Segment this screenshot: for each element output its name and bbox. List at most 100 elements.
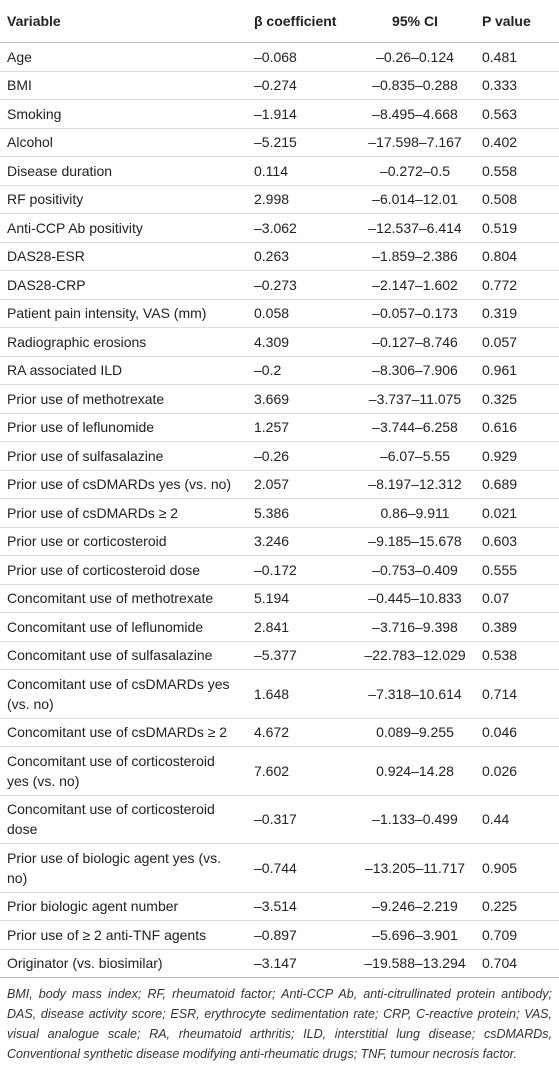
table-cell: 0.563 [476, 99, 559, 129]
table-cell: 0.804 [476, 242, 559, 271]
table-cell: Prior use or corticosteroid [0, 527, 244, 556]
table-cell: –0.317 [244, 795, 354, 844]
table-row: Concomitant use of corticosteroid dose –0… [0, 795, 559, 844]
table-cell: 0.402 [476, 128, 559, 157]
table-cell: Prior biologic agent number [0, 892, 244, 921]
table-cell: Concomitant use of sulfasalazine [0, 641, 244, 670]
table-body: Age –0.068 –0.26–0.124 0.481 BMI –0.274 –0.835… [0, 42, 559, 978]
table-cell: 7.602 [244, 746, 354, 796]
table-cell: Patient pain intensity, VAS (mm) [0, 299, 244, 328]
table-cell: 3.669 [244, 384, 354, 414]
table-row: Concomitant use of csDMARDs ≥ 2 4.672 0.08… [0, 718, 559, 747]
table-row: Concomitant use of methotrexate 5.194 –0.4… [0, 584, 559, 613]
table-cell: 0.319 [476, 299, 559, 328]
table-row: Prior use of methotrexate 3.669 –3.737–11.… [0, 384, 559, 414]
table-cell: –0.057–0.173 [354, 299, 476, 328]
table-cell: –3.744–6.258 [354, 413, 476, 442]
table-cell: 5.194 [244, 584, 354, 613]
table-cell: DAS28-CRP [0, 270, 244, 300]
table-cell: 0.704 [476, 949, 559, 978]
table-row: Anti-CCP Ab positivity –3.062 –12.537–6.41… [0, 213, 559, 243]
table-cell: 0.86–9.911 [354, 498, 476, 528]
table-cell: Concomitant use of corticosteroid dose [0, 795, 244, 844]
table-cell: Prior use of ≥ 2 anti-TNF agents [0, 920, 244, 950]
header-row: Variable β coefficient 95% CI P value [0, 0, 559, 43]
table-cell: 0.389 [476, 612, 559, 642]
table-cell: –0.744 [244, 843, 354, 893]
table-cell: 3.246 [244, 527, 354, 556]
table-cell: –3.737–11.075 [354, 384, 476, 414]
table-cell: –3.147 [244, 949, 354, 978]
table-cell: Concomitant use of corticosteroid yes (v… [0, 746, 244, 796]
header-cell: β coefficient [244, 0, 354, 43]
table-cell: 0.089–9.255 [354, 718, 476, 747]
table-cell: 0.325 [476, 384, 559, 414]
table-cell: Concomitant use of csDMARDs yes (vs. no) [0, 669, 244, 719]
table-row: Alcohol –5.215 –17.598–7.167 0.402 [0, 128, 559, 157]
table-row: Prior use of biologic agent yes (vs. no)… [0, 843, 559, 893]
header-cell: 95% CI [354, 0, 476, 43]
table-cell: –9.185–15.678 [354, 527, 476, 556]
table-cell: 5.386 [244, 498, 354, 528]
table-cell: –0.272–0.5 [354, 156, 476, 186]
table-cell: Concomitant use of csDMARDs ≥ 2 [0, 718, 244, 747]
table-row: Smoking –1.914 –8.495–4.668 0.563 [0, 99, 559, 129]
table-cell: 0.905 [476, 843, 559, 893]
table-cell: –3.062 [244, 213, 354, 243]
table-row: Concomitant use of corticosteroid yes (v… [0, 746, 559, 796]
table-cell: 0.709 [476, 920, 559, 950]
table-cell: –22.783–12.029 [354, 641, 476, 670]
table-cell: –8.495–4.668 [354, 99, 476, 129]
table-cell: 0.558 [476, 156, 559, 186]
table-cell: 0.538 [476, 641, 559, 670]
table-cell: 0.225 [476, 892, 559, 921]
header-cell: P value [476, 0, 559, 43]
table-cell: 0.026 [476, 746, 559, 796]
table-cell: RF positivity [0, 185, 244, 214]
table-cell: Age [0, 42, 244, 72]
table-cell: DAS28-ESR [0, 242, 244, 271]
table-cell: –0.127–8.746 [354, 327, 476, 357]
table-row: Prior use of leflunomide 1.257 –3.744–6.25… [0, 413, 559, 442]
table-cell: Prior use of corticosteroid dose [0, 555, 244, 585]
table-row: RF positivity 2.998 –6.014–12.01 0.508 [0, 185, 559, 214]
table-row: Prior biologic agent number –3.514 –9.246–… [0, 892, 559, 921]
table-cell: Prior use of sulfasalazine [0, 441, 244, 471]
table-cell: –0.835–0.288 [354, 71, 476, 100]
table-cell: –0.2 [244, 356, 354, 385]
table-cell: –1.133–0.499 [354, 795, 476, 844]
table-cell: 0.689 [476, 470, 559, 499]
table-cell: –0.26–0.124 [354, 42, 476, 72]
table-cell: 2.998 [244, 185, 354, 214]
table-cell: –1.914 [244, 99, 354, 129]
table-row: Prior use of sulfasalazine –0.26 –6.07–5.5… [0, 441, 559, 471]
table-cell: –0.172 [244, 555, 354, 585]
table-cell: 0.555 [476, 555, 559, 585]
table-cell: –3.514 [244, 892, 354, 921]
table-row: Prior use or corticosteroid 3.246 –9.185–1… [0, 527, 559, 556]
table-cell: 0.07 [476, 584, 559, 613]
table-cell: –5.696–3.901 [354, 920, 476, 950]
table-cell: 2.841 [244, 612, 354, 642]
table-cell: 0.714 [476, 669, 559, 719]
table-row: Disease duration 0.114 –0.272–0.5 0.558 [0, 156, 559, 186]
table-row: Concomitant use of leflunomide 2.841 –3.71… [0, 612, 559, 642]
table-cell: –0.273 [244, 270, 354, 300]
table-cell: Concomitant use of leflunomide [0, 612, 244, 642]
table-row: Radiographic erosions 4.309 –0.127–8.746 0.… [0, 327, 559, 357]
table-cell: 0.44 [476, 795, 559, 844]
table-cell: –19.588–13.294 [354, 949, 476, 978]
table-row: Age –0.068 –0.26–0.124 0.481 [0, 42, 559, 72]
table-row: Originator (vs. biosimilar) –3.147 –19.588… [0, 949, 559, 978]
table-cell: Prior use of csDMARDs yes (vs. no) [0, 470, 244, 499]
table-cell: –8.197–12.312 [354, 470, 476, 499]
table-row: Prior use of csDMARDs ≥ 2 5.386 0.86–9.911… [0, 498, 559, 528]
table-cell: 1.257 [244, 413, 354, 442]
table-cell: –9.246–2.219 [354, 892, 476, 921]
table-cell: Prior use of methotrexate [0, 384, 244, 414]
results-table: Variable β coefficient 95% CI P value Age –0… [0, 0, 559, 978]
table-cell: Concomitant use of methotrexate [0, 584, 244, 613]
table-cell: 4.672 [244, 718, 354, 747]
table-cell: Anti-CCP Ab positivity [0, 213, 244, 243]
table-cell: Smoking [0, 99, 244, 129]
